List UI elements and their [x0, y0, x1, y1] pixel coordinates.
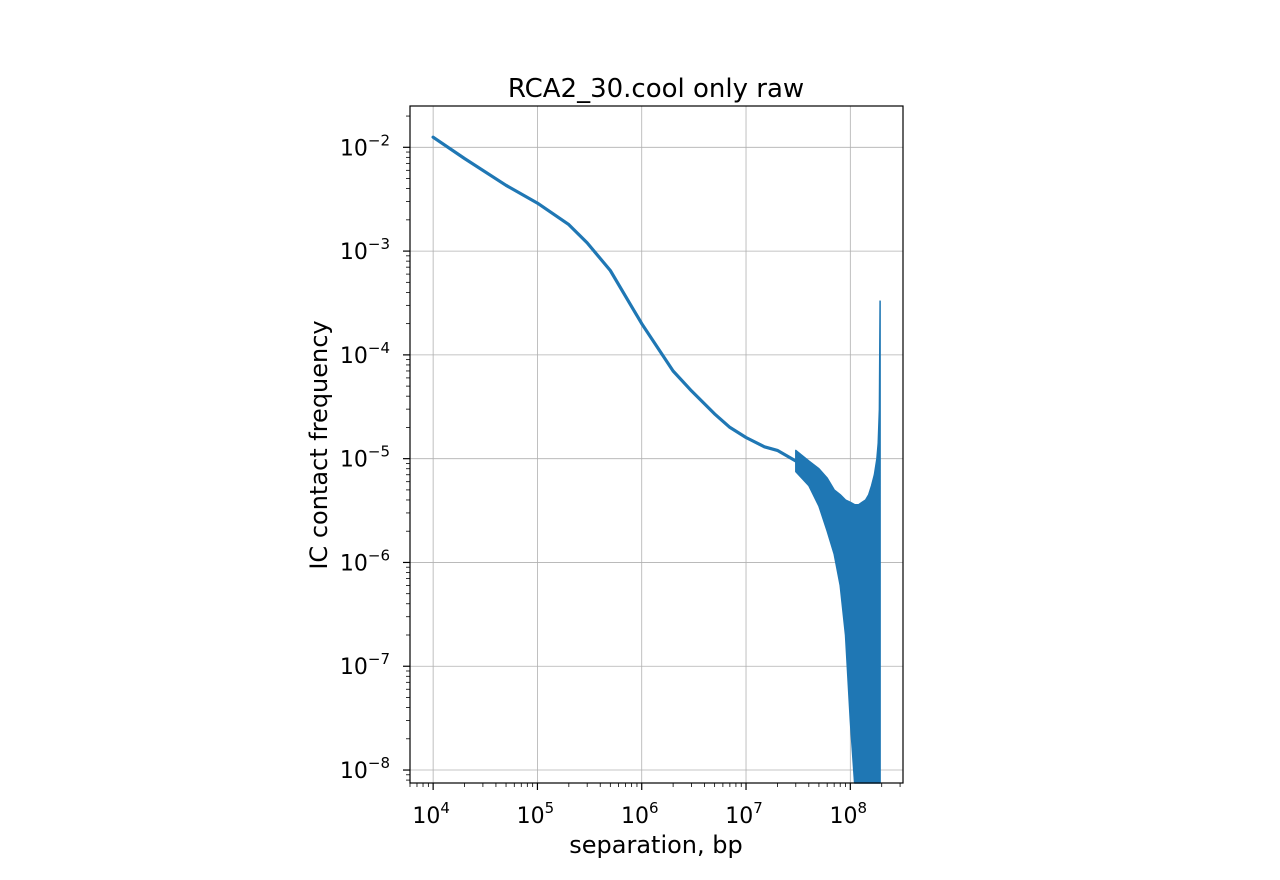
- y-tick-label: 10−7: [340, 650, 390, 680]
- grid: [410, 106, 903, 783]
- x-tick-label: 104: [412, 799, 450, 829]
- y-tick-label: 10−6: [340, 546, 390, 576]
- ticks: [403, 115, 901, 790]
- x-tick-label: 106: [621, 799, 659, 829]
- x-tick-label: 105: [517, 799, 555, 829]
- y-tick-label: 10−2: [340, 131, 390, 161]
- y-axis-label: IC contact frequency: [305, 320, 333, 569]
- y-tick-label: 10−4: [340, 339, 390, 369]
- y-tick-label: 10−3: [340, 235, 390, 265]
- chart-title: RCA2_30.cool only raw: [508, 74, 804, 104]
- data-layer: [431, 135, 881, 784]
- series-line: [431, 135, 798, 463]
- y-tick-label: 10−8: [340, 754, 390, 784]
- x-axis-label: separation, bp: [569, 831, 742, 859]
- y-tick-label: 10−5: [340, 443, 390, 473]
- x-tick-label: 108: [830, 799, 868, 829]
- tick-labels: 104 105 106 107 108 10−8 10−7 10−6 10−5 10−4 10−3 1…: [340, 131, 867, 829]
- plot-frame: [409, 105, 904, 784]
- noisy-band: [795, 300, 881, 784]
- x-tick-label: 107: [725, 799, 763, 829]
